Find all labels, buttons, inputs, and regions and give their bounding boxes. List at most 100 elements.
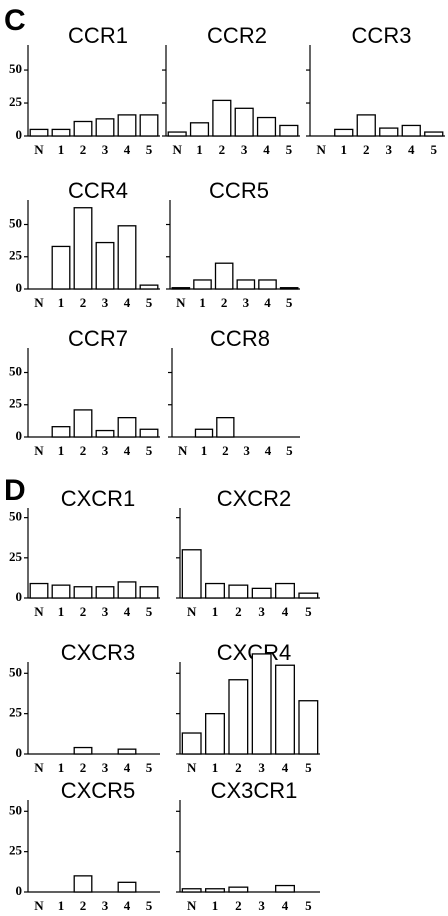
x-tick-label: 3 — [102, 142, 109, 157]
bar — [117, 748, 137, 755]
x-tick-label: 4 — [124, 604, 131, 619]
bar — [73, 875, 93, 893]
x-tick-label: N — [187, 604, 197, 619]
x-tick-label: 2 — [235, 604, 242, 619]
x-tick-label: 1 — [58, 760, 65, 775]
chart-title: CCR3 — [352, 23, 412, 48]
x-tick-label: 1 — [58, 295, 65, 310]
x-tick-label: 3 — [241, 142, 248, 157]
chart-title: CXCR2 — [217, 486, 292, 511]
chart-title: CCR2 — [207, 23, 267, 48]
x-tick-label: N — [178, 443, 188, 458]
bar — [51, 584, 71, 599]
bar — [275, 664, 295, 755]
bar — [181, 732, 202, 755]
bar — [256, 116, 277, 137]
x-tick-label: 4 — [124, 760, 131, 775]
chart-title: CCR8 — [210, 326, 270, 351]
x-tick-label: 3 — [386, 142, 393, 157]
bar — [298, 592, 319, 599]
x-tick-label: 2 — [80, 760, 87, 775]
x-tick-label: 4 — [124, 898, 131, 913]
bar — [275, 582, 295, 599]
x-tick-label: 3 — [102, 295, 109, 310]
x-tick-label: N — [317, 142, 327, 157]
y-tick-label: 25 — [9, 549, 23, 564]
bar — [95, 241, 115, 290]
bar — [95, 118, 115, 137]
x-tick-label: 5 — [146, 443, 153, 458]
x-tick-label: 3 — [258, 760, 265, 775]
x-tick-label: 1 — [212, 898, 219, 913]
x-tick-label: N — [176, 295, 186, 310]
x-tick-label: 4 — [282, 760, 289, 775]
bar — [171, 287, 191, 290]
bar — [205, 712, 225, 755]
bar — [73, 586, 93, 599]
bar — [334, 128, 354, 137]
x-tick-label: 2 — [221, 295, 228, 310]
bar — [228, 679, 249, 755]
x-tick-label: 3 — [102, 760, 109, 775]
x-tick-label: 2 — [235, 898, 242, 913]
x-tick-label: 3 — [258, 604, 265, 619]
x-tick-label: N — [34, 898, 44, 913]
bar — [251, 587, 272, 599]
y-tick-label: 25 — [9, 705, 23, 720]
bar — [189, 122, 210, 137]
x-tick-label: 1 — [199, 295, 206, 310]
y-tick-label: 50 — [9, 664, 22, 679]
x-tick-label: 3 — [243, 295, 250, 310]
x-tick-label: 3 — [102, 898, 109, 913]
y-tick-label: 25 — [9, 94, 23, 109]
chart-title: CXCR5 — [61, 778, 136, 803]
x-tick-label: 1 — [58, 898, 65, 913]
x-tick-label: N — [34, 604, 44, 619]
x-tick-label: 5 — [146, 898, 153, 913]
x-tick-label: 1 — [196, 142, 203, 157]
y-tick-label: 0 — [16, 883, 23, 898]
x-tick-label: 5 — [305, 760, 312, 775]
chart-title: CCR7 — [68, 326, 128, 351]
x-tick-label: 2 — [80, 142, 87, 157]
bar — [51, 245, 71, 290]
bar — [251, 653, 272, 755]
bar — [181, 549, 202, 599]
bar — [117, 114, 137, 137]
bar — [139, 586, 159, 599]
x-tick-label: 5 — [146, 142, 153, 157]
bar — [167, 131, 187, 137]
x-tick-label: 2 — [80, 898, 87, 913]
y-tick-label: 0 — [16, 280, 23, 295]
x-tick-label: 2 — [80, 604, 87, 619]
x-tick-label: 2 — [222, 443, 229, 458]
bar — [279, 287, 299, 290]
y-tick-label: 50 — [9, 61, 22, 76]
bar — [117, 417, 137, 438]
bar — [181, 888, 202, 893]
bar — [356, 114, 376, 137]
x-tick-label: 5 — [146, 760, 153, 775]
bar — [51, 128, 71, 137]
y-tick-label: 25 — [9, 248, 23, 263]
x-tick-label: 5 — [286, 295, 293, 310]
bar — [236, 279, 256, 290]
bar — [424, 131, 444, 137]
y-tick-label: 50 — [9, 509, 22, 524]
x-tick-label: 5 — [431, 142, 438, 157]
x-tick-label: 5 — [305, 604, 312, 619]
y-tick-label: 0 — [16, 127, 23, 142]
y-tick-label: 50 — [9, 215, 22, 230]
bar — [73, 409, 93, 438]
panel-label: C — [4, 4, 26, 37]
bar — [214, 262, 234, 290]
bar — [234, 107, 254, 137]
x-tick-label: N — [187, 898, 197, 913]
x-tick-label: N — [34, 443, 44, 458]
chart-title: CCR5 — [209, 178, 269, 203]
x-tick-label: 5 — [146, 295, 153, 310]
x-tick-label: 1 — [58, 604, 65, 619]
bar — [95, 429, 115, 438]
x-tick-label: 2 — [235, 760, 242, 775]
